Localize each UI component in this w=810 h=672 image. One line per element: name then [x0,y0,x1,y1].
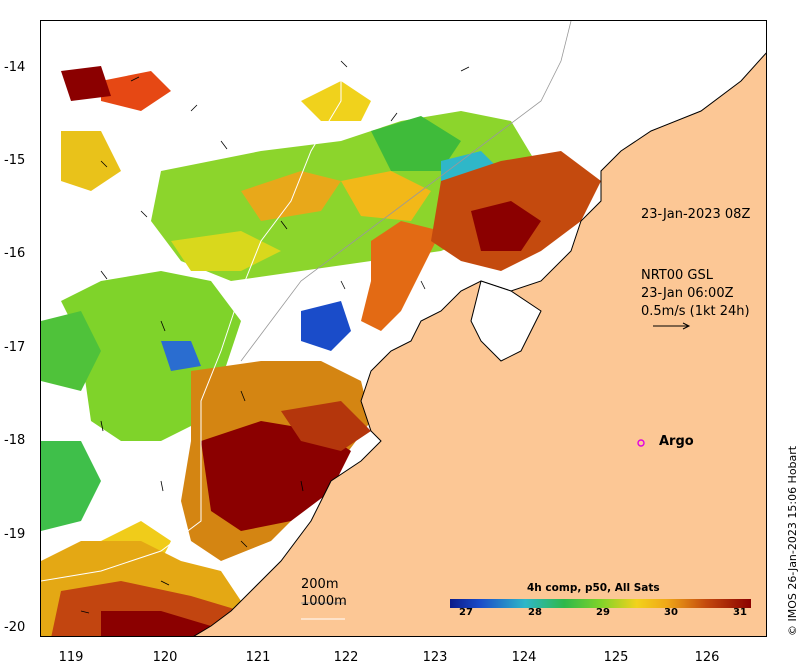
current-scale-arrow [653,322,691,330]
x-tick-label: 125 [603,650,629,665]
isobath-1000m [41,21,342,582]
colorbar-title: 4h comp, p50, All Sats [527,582,660,594]
sst-time-label: 23-Jan-2023 08Z [641,207,751,222]
x-tick-label: 123 [422,650,448,665]
y-tick-label: -14 [4,60,26,75]
sst-field [41,66,601,636]
x-tick-label: 124 [511,650,537,665]
argo-label: Argo [659,434,694,449]
y-tick-label: -17 [4,340,26,355]
y-tick-label: -18 [4,433,26,448]
colorbar-tick: 29 [596,607,610,618]
isobath-200-label: 200m [301,577,339,592]
current-vectors [80,60,470,614]
isobath-200m [240,21,572,362]
y-tick-label: -20 [4,620,26,635]
credit-text: © IMOS 26-Jan-2023 15:06 Hobart [786,445,799,636]
colorbar-tick: 30 [664,607,678,618]
current-scale-label: 0.5m/s (1kt 24h) [641,304,750,319]
y-tick-label: -16 [4,246,26,261]
x-tick-label: 122 [333,650,359,665]
y-tick-label: -15 [4,153,26,168]
current-time-label: 23-Jan 06:00Z [641,286,734,301]
y-tick-label: -19 [4,527,26,542]
colorbar [450,599,751,608]
colorbar-tick: 27 [459,607,473,618]
current-model-label: NRT00 GSL [641,268,713,283]
argo-marker [637,439,645,447]
x-tick-label: 119 [58,650,84,665]
estuary [470,280,542,362]
colorbar-tick: 28 [528,607,542,618]
isobath-1000-label: 1000m [301,594,347,609]
land-mass [193,52,766,636]
x-tick-label: 120 [152,650,178,665]
colorbar-tick: 31 [733,607,747,618]
x-tick-label: 121 [245,650,271,665]
x-tick-label: 126 [694,650,720,665]
sst-map[interactable] [40,20,767,637]
